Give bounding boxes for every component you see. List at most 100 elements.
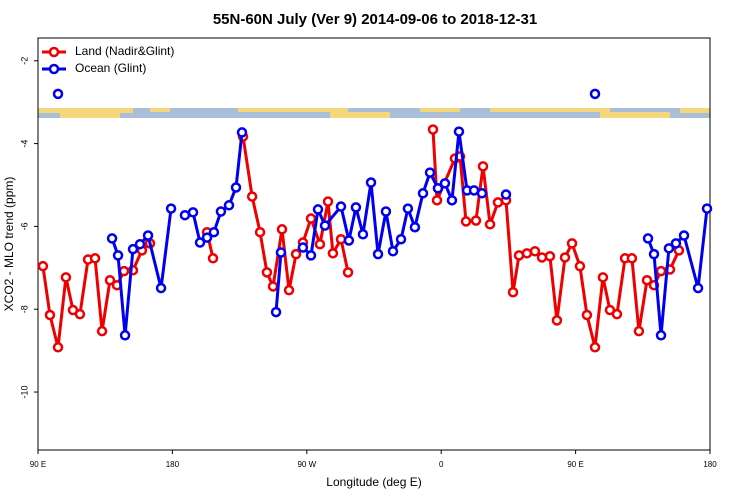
point	[261, 267, 273, 278]
x-tick-label: 0	[439, 460, 444, 469]
point	[322, 196, 334, 207]
point	[179, 209, 191, 221]
point	[536, 252, 548, 263]
point	[395, 233, 407, 245]
point	[283, 284, 295, 296]
point	[118, 265, 130, 277]
point	[701, 203, 713, 214]
x-tick-label: 180	[703, 460, 717, 469]
point	[112, 250, 124, 261]
point	[207, 253, 219, 264]
point	[529, 245, 541, 257]
point	[119, 330, 131, 341]
point	[74, 308, 86, 320]
point	[492, 197, 504, 208]
point	[409, 221, 421, 233]
point	[276, 224, 288, 235]
point	[314, 238, 326, 250]
point	[470, 215, 482, 226]
point	[275, 247, 287, 258]
point	[319, 220, 331, 231]
point	[372, 248, 384, 260]
point	[655, 265, 667, 277]
point	[477, 161, 489, 172]
point	[521, 248, 533, 259]
point	[335, 233, 347, 245]
x-tick-label: 90 W	[297, 460, 316, 469]
point	[432, 183, 444, 194]
point	[230, 182, 242, 193]
point	[589, 342, 601, 353]
point	[402, 203, 414, 214]
point	[37, 260, 49, 272]
point	[165, 203, 177, 214]
y-axis-label: XCO2 - MLO trend (ppm)	[2, 177, 16, 312]
point	[270, 306, 282, 318]
point	[357, 229, 369, 240]
point	[380, 206, 392, 217]
point	[574, 260, 586, 272]
point	[96, 325, 108, 337]
chart-title: 55N-60N July (Ver 9) 2014-09-06 to 2018-…	[213, 11, 537, 28]
point	[44, 309, 56, 321]
point	[254, 226, 266, 238]
point	[89, 253, 101, 264]
legend-label: Land (Nadir&Glint)	[75, 44, 174, 58]
point	[142, 230, 154, 241]
point	[507, 286, 519, 298]
point	[387, 245, 399, 257]
point	[236, 127, 248, 138]
point	[60, 272, 72, 283]
point	[246, 191, 258, 202]
point	[52, 342, 64, 353]
point	[597, 272, 609, 283]
point	[589, 88, 601, 100]
point	[417, 188, 429, 199]
point	[327, 248, 339, 259]
y-tick-label: -2	[19, 57, 29, 65]
y-tick-label: -4	[19, 140, 29, 148]
point	[648, 248, 660, 260]
legend-marker	[48, 46, 60, 58]
point	[290, 248, 302, 260]
point	[201, 232, 213, 243]
point	[626, 253, 638, 264]
x-axis-label: Longitude (deg E)	[326, 475, 421, 489]
point	[641, 274, 653, 286]
point	[559, 252, 571, 263]
point	[500, 189, 512, 200]
point	[365, 177, 377, 188]
point	[297, 242, 309, 253]
point	[566, 238, 578, 249]
point	[187, 207, 199, 218]
point	[446, 195, 458, 206]
point	[106, 233, 118, 244]
point	[155, 282, 167, 294]
point	[611, 308, 623, 320]
point	[305, 250, 317, 261]
point	[431, 195, 443, 206]
point	[642, 233, 654, 244]
point	[52, 88, 64, 100]
point	[692, 282, 704, 294]
point	[453, 126, 465, 137]
map-land	[38, 108, 710, 118]
point	[104, 274, 116, 286]
point	[460, 216, 472, 227]
point	[194, 237, 206, 248]
point	[476, 188, 488, 199]
point	[633, 325, 645, 337]
point	[581, 309, 593, 321]
x-tick-label: 180	[166, 460, 180, 469]
point	[134, 238, 146, 250]
point	[663, 243, 675, 254]
point	[208, 226, 220, 238]
legend-label: Ocean (Glint)	[75, 61, 146, 75]
point	[305, 213, 317, 224]
point	[678, 230, 690, 241]
point	[655, 330, 667, 341]
point	[670, 238, 682, 249]
point	[312, 204, 324, 215]
point	[342, 267, 354, 278]
